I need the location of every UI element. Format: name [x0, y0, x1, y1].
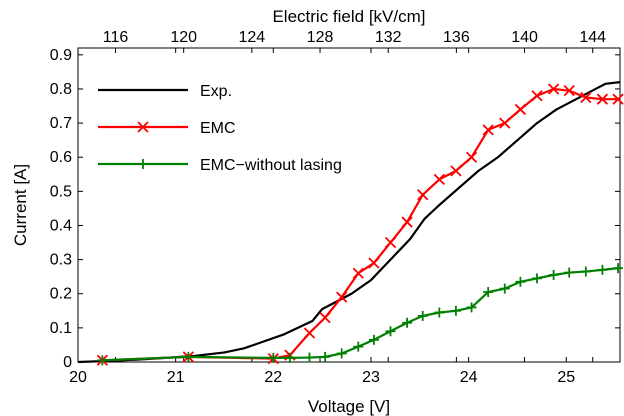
- x-tick-label: 23: [362, 369, 380, 386]
- x-tick-label: 22: [264, 369, 282, 386]
- y-tick-label: 0: [63, 354, 72, 371]
- y-tick-label: 0.1: [50, 320, 72, 337]
- y-axis-label: Current [A]: [11, 164, 30, 246]
- series-3: [97, 263, 623, 365]
- legend-label-1: Exp.: [200, 83, 232, 100]
- x2-tick-label: 144: [579, 29, 606, 46]
- x2-tick-label: 120: [170, 29, 197, 46]
- x2-tick-label: 128: [307, 29, 334, 46]
- x-tick-label: 24: [460, 369, 478, 386]
- x-axis-label: Voltage [V]: [308, 397, 390, 416]
- y-tick-label: 0.8: [50, 81, 72, 98]
- y-tick-label: 0.2: [50, 286, 72, 303]
- x-tick-label: 20: [69, 369, 87, 386]
- x2-tick-label: 116: [103, 29, 129, 46]
- y-tick-label: 0.5: [50, 183, 72, 200]
- y-tick-label: 0.3: [50, 252, 72, 269]
- x2-tick-label: 136: [443, 29, 470, 46]
- y-tick-label: 0.6: [50, 149, 72, 166]
- x-tick-label: 25: [557, 369, 575, 386]
- y-tick-label: 0.4: [50, 217, 72, 234]
- x2-tick-label: 132: [375, 29, 402, 46]
- y-tick-label: 0.7: [50, 115, 72, 132]
- x2-tick-label: 124: [238, 29, 265, 46]
- x-tick-label: 21: [167, 369, 185, 386]
- top-x-axis-label: Electric field [kV/cm]: [272, 7, 425, 26]
- legend-label-3: EMC−without lasing: [200, 157, 342, 174]
- x2-tick-label: 140: [511, 29, 538, 46]
- legend-label-2: EMC: [200, 120, 236, 137]
- y-tick-label: 0.9: [50, 47, 72, 64]
- legend: Exp. EMC EMC−without lasing: [92, 70, 402, 180]
